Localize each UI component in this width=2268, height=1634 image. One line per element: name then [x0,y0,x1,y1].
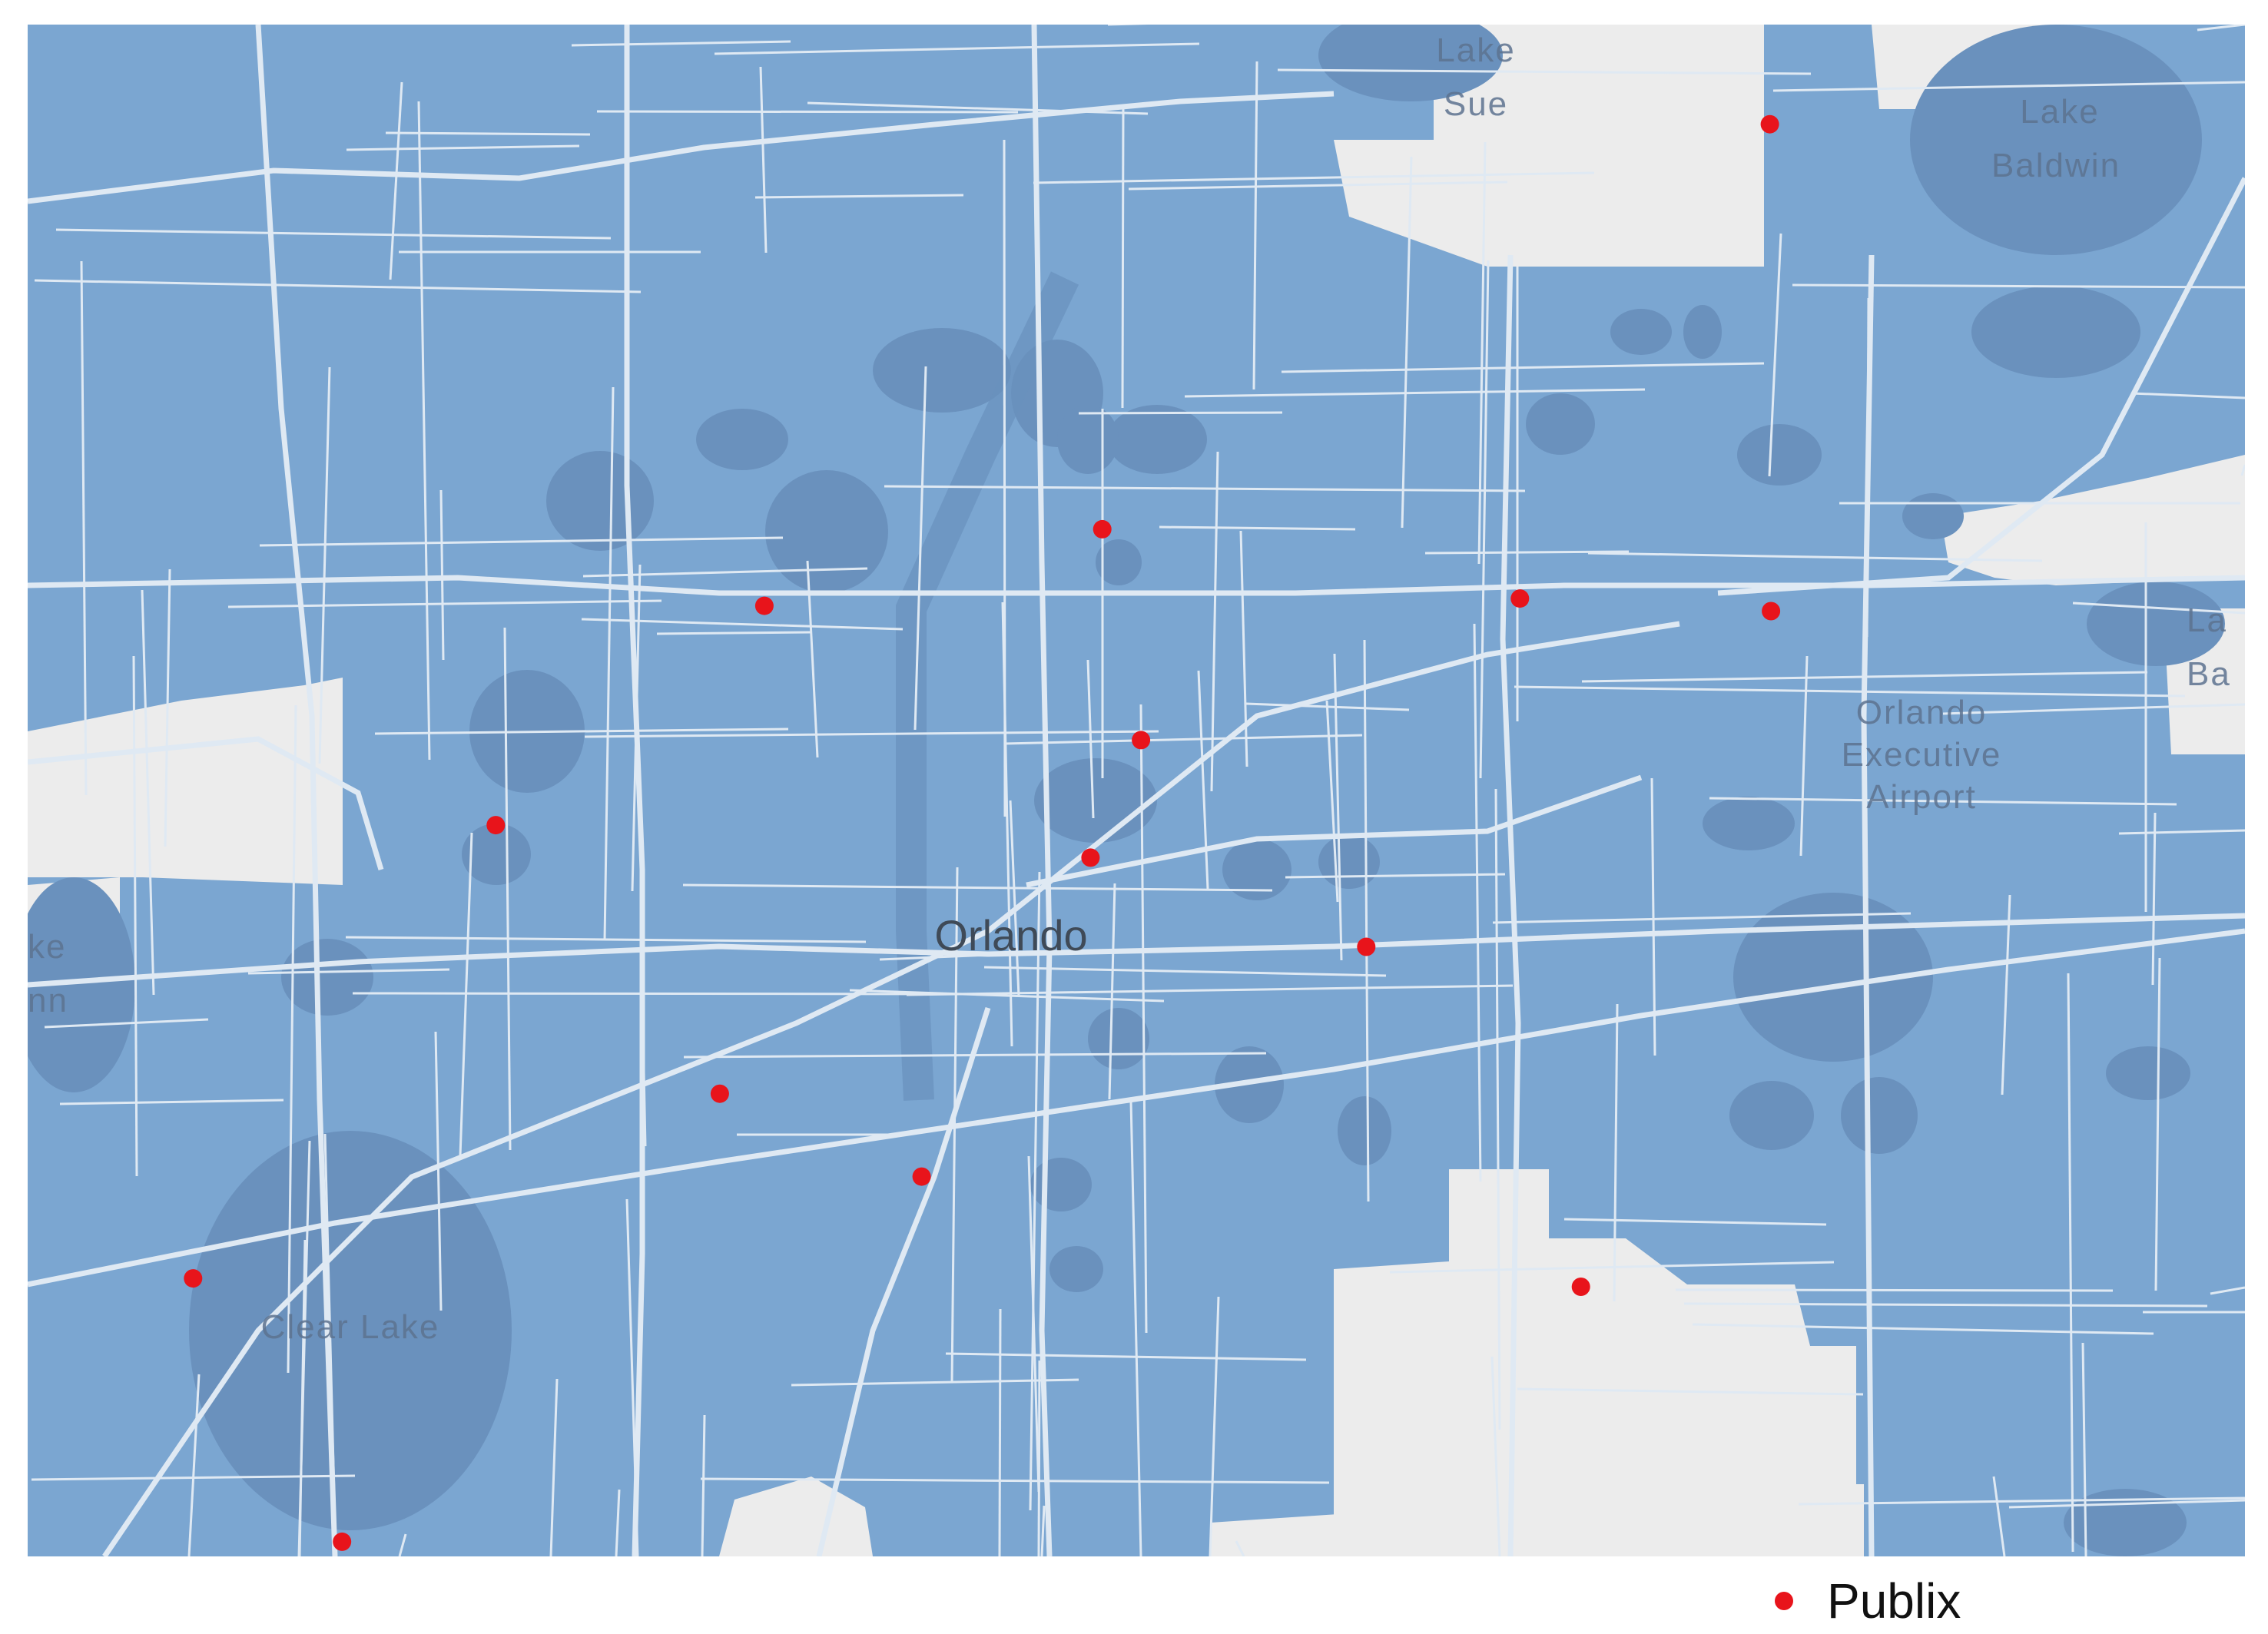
store-markers [184,114,1781,1551]
publix-store-marker[interactable] [710,1084,729,1103]
river [896,271,1079,1101]
lake-baldwin-label-1: Lake [2020,93,2099,131]
airport-label-2: Executive [1842,736,2002,774]
lake-baldwin-label-2: Baldwin [1991,147,2120,184]
road-network [28,25,2245,1556]
publix-store-marker[interactable] [1357,937,1376,956]
airport-label-1: Orlando [1856,694,1988,731]
legend-label: Publix [1827,1573,1961,1629]
publix-store-marker[interactable] [754,596,774,615]
airport-label-3: Airport [1866,778,1977,816]
publix-store-marker[interactable] [1762,602,1781,621]
publix-store-marker[interactable] [184,1269,203,1288]
right-edge-label-2: Ba [2187,655,2231,693]
left-edge-label-1: ke [28,928,66,966]
legend-marker-icon [1775,1592,1793,1610]
clear-lake [189,1131,512,1530]
publix-store-marker[interactable] [1081,848,1100,867]
publix-store-marker[interactable] [912,1167,931,1186]
map-labels: Lake Sue Lake Baldwin Clear Lake ke nn L… [28,31,2231,1346]
coverage-map[interactable]: Lake Sue Lake Baldwin Clear Lake ke nn L… [28,25,2245,1556]
publix-store-marker[interactable] [1760,114,1779,134]
publix-store-marker[interactable] [1093,519,1112,539]
right-edge-label-1: La [2187,602,2227,639]
city-label: Orlando [934,911,1087,960]
publix-store-marker[interactable] [1571,1278,1590,1296]
lake-sue-label-1: Lake [1436,31,1515,69]
publix-store-marker[interactable] [1132,731,1151,750]
lake-sue-label-2: Sue [1444,85,1508,123]
publix-store-marker[interactable] [486,816,506,835]
left-edge-label-2: nn [28,982,68,1019]
legend: Publix [1775,1572,1961,1630]
publix-store-marker[interactable] [333,1532,352,1551]
publix-store-marker[interactable] [1510,589,1530,608]
lake-baldwin [1910,25,2202,255]
clear-lake-label: Clear Lake [261,1308,440,1346]
